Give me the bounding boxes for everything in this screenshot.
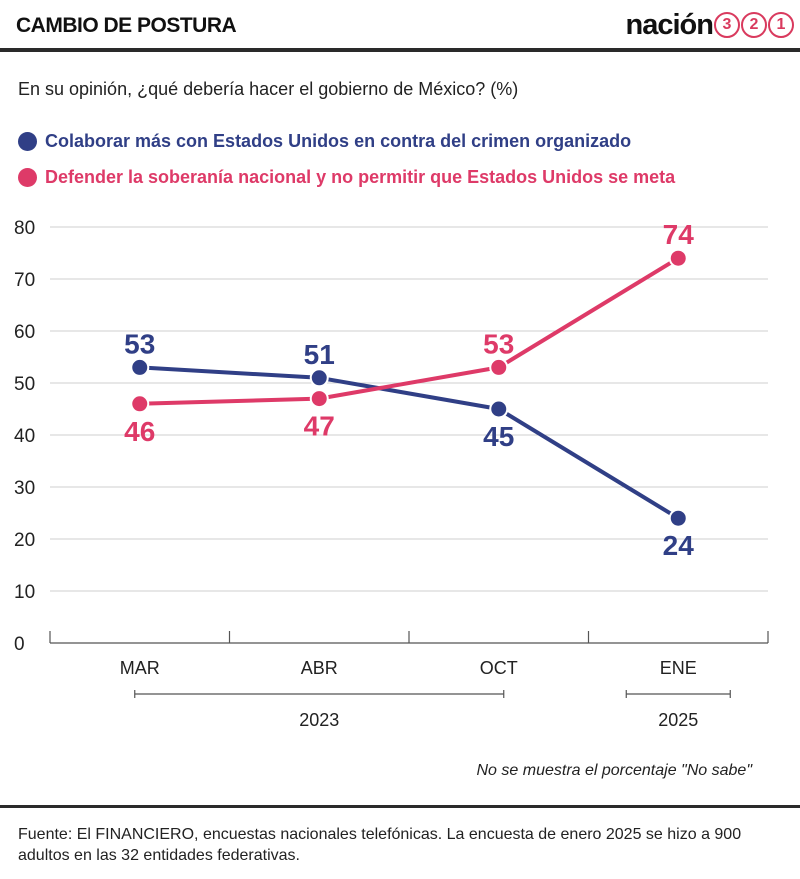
- data-label: 24: [663, 530, 695, 561]
- data-label: 46: [124, 416, 155, 447]
- y-tick-label: 20: [14, 530, 35, 551]
- year-label: 2025: [658, 710, 698, 730]
- series-line: [137, 256, 681, 406]
- data-label: 53: [124, 328, 155, 359]
- data-point: [489, 399, 509, 419]
- header-divider: [0, 48, 800, 52]
- data-point: [309, 368, 329, 388]
- series-line: [137, 365, 681, 521]
- legend-dot-blue: [18, 131, 37, 151]
- y-tick-label: 70: [14, 270, 35, 291]
- data-label: 45: [483, 421, 514, 452]
- legend-dot-pink: [18, 167, 37, 187]
- y-tick-label: 30: [14, 478, 35, 499]
- brand-digit-1: 1: [768, 12, 794, 38]
- footer-divider: [0, 805, 800, 808]
- data-point: [130, 394, 150, 414]
- chart-question: En su opinión, ¿qué debería hacer el gob…: [18, 79, 519, 99]
- data-label: 47: [304, 411, 335, 442]
- kicker-title: CAMBIO DE POSTURA: [16, 14, 237, 37]
- year-label: 2023: [299, 710, 339, 730]
- x-tick-label: ENE: [660, 658, 697, 678]
- chart-legend: Colaborar más con Estados Unidos en cont…: [18, 123, 675, 195]
- chart-note: No se muestra el porcentaje "No sabe": [476, 762, 753, 779]
- y-tick-label: 50: [14, 374, 35, 395]
- y-tick-label: 80: [14, 218, 35, 239]
- y-tick-label: 10: [14, 582, 35, 603]
- legend-label-collaborate: Colaborar más con Estados Unidos en cont…: [45, 130, 632, 151]
- legend-item-collaborate: Colaborar más con Estados Unidos en cont…: [18, 123, 675, 159]
- data-point: [309, 389, 329, 409]
- legend-item-sovereignty: Defender la soberanía nacional y no perm…: [18, 159, 675, 195]
- brand-digit-2: 2: [741, 12, 767, 38]
- y-tick-label: 40: [14, 426, 35, 447]
- brand-logo: nación 3 2 1: [626, 8, 794, 42]
- data-point: [668, 508, 688, 528]
- data-label: 74: [663, 219, 695, 250]
- y-tick-label: 0: [14, 634, 25, 655]
- brand-digit-3: 3: [714, 12, 740, 38]
- source-text: Fuente: El FINANCIERO, encuestas naciona…: [18, 826, 742, 864]
- data-point: [130, 357, 150, 377]
- x-tick-label: MAR: [120, 658, 160, 678]
- data-label: 51: [304, 339, 335, 370]
- data-point: [489, 357, 509, 377]
- x-tick-label: OCT: [480, 658, 518, 678]
- x-tick-label: ABR: [301, 658, 338, 678]
- brand-word: nación: [625, 8, 714, 41]
- line-chart: 0 10 20 30 40 50 60 70 80 MAR ABR OCT ENE 2023 2025 53 5…: [14, 218, 769, 730]
- header: CAMBIO DE POSTURA nación 3 2 1: [0, 0, 800, 48]
- y-tick-label: 60: [14, 322, 35, 343]
- data-label: 53: [483, 328, 514, 359]
- legend-label-sovereignty: Defender la soberanía nacional y no perm…: [45, 166, 676, 187]
- data-point: [668, 248, 688, 268]
